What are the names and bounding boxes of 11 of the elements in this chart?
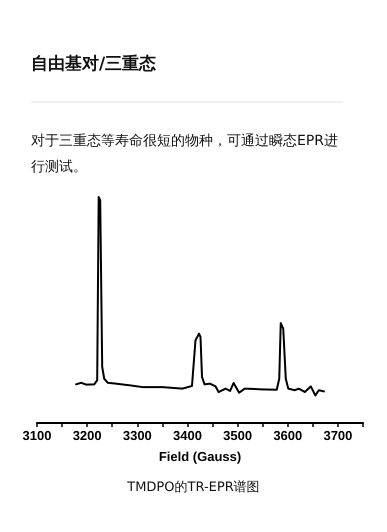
chart-title: 自由基对/三重态 (31, 53, 156, 75)
x-tick-label: 3100 (22, 428, 52, 443)
x-tick-label: 3400 (173, 428, 202, 443)
x-tick-label: 3500 (223, 428, 252, 443)
x-tick-label: 3300 (122, 428, 152, 443)
text: TMDPO的TR-EPR谱图 (126, 479, 261, 496)
x-tick-label: 3200 (72, 428, 102, 443)
chart-subtitle: 对于三重态等寿命很短的物种，可通过瞬态EPR进行测试。 (31, 132, 340, 177)
x-tick-label: 3600 (273, 428, 302, 443)
x-tick-label: 3700 (323, 428, 352, 443)
x-axis-title: Field (Gauss) (158, 449, 242, 464)
